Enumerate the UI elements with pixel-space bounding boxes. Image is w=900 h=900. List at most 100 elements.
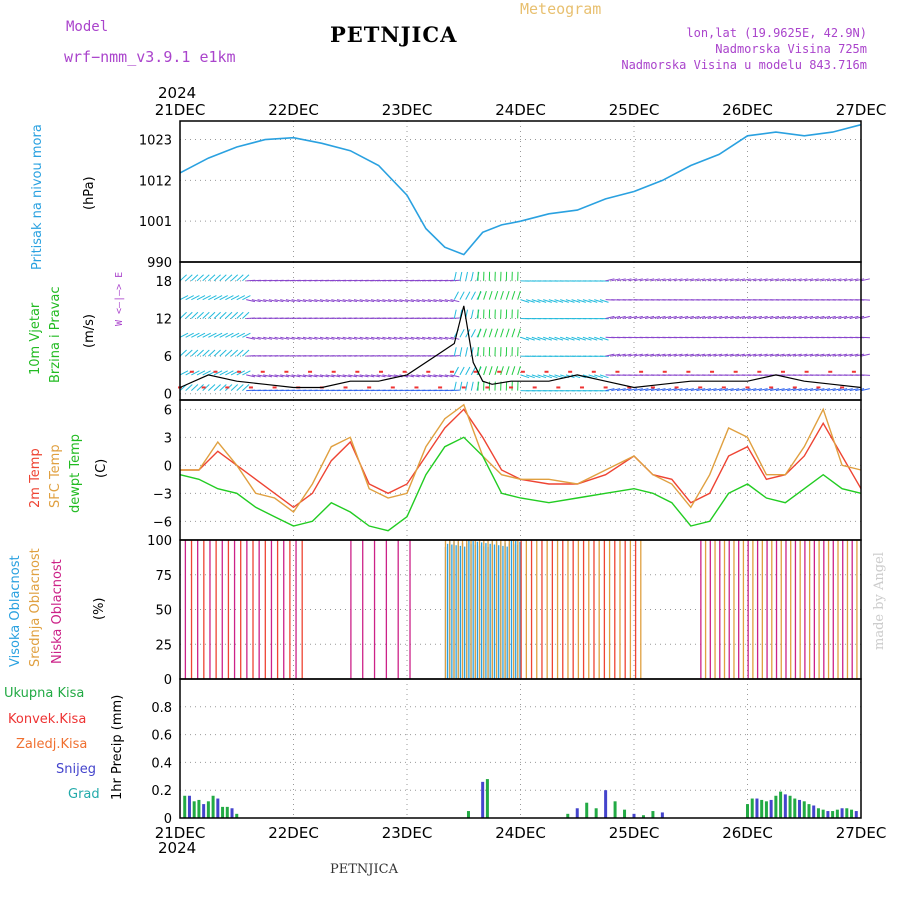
wind-barb bbox=[314, 336, 324, 340]
wind-barb bbox=[758, 388, 768, 392]
wind-barb bbox=[225, 370, 234, 376]
wind-barb bbox=[465, 291, 471, 300]
wind-gust-mark bbox=[733, 370, 738, 373]
wind-barb bbox=[645, 353, 655, 357]
precip-legend-grad: Grad bbox=[68, 787, 100, 802]
wind-gust-mark bbox=[769, 386, 774, 389]
wind-barb bbox=[753, 278, 763, 282]
precip-bar bbox=[816, 808, 820, 818]
wind-barb bbox=[196, 295, 206, 301]
wind-barb bbox=[707, 315, 717, 319]
precip-tick-label: 0.4 bbox=[151, 756, 172, 771]
wind-barb bbox=[179, 370, 189, 376]
cloud-bar bbox=[453, 540, 455, 679]
cloud-bar bbox=[461, 540, 464, 679]
wind-barb bbox=[433, 299, 443, 303]
wind-barb bbox=[832, 315, 842, 319]
precip-bar bbox=[211, 795, 215, 818]
wind-barb bbox=[202, 295, 211, 301]
cloud-bar bbox=[747, 540, 749, 679]
wind-barb bbox=[611, 278, 621, 282]
wind-barb bbox=[422, 374, 432, 378]
pressure-line bbox=[179, 123, 862, 256]
wind-gust-mark bbox=[579, 386, 584, 389]
wind-barb bbox=[838, 278, 848, 282]
wind-barb bbox=[416, 299, 426, 303]
wind-barb bbox=[826, 315, 836, 319]
wind-barb bbox=[594, 299, 603, 303]
precip-tick-label: 0.6 bbox=[151, 729, 172, 744]
precip-bar bbox=[835, 809, 839, 818]
wind-barb bbox=[531, 299, 541, 303]
cloud-bar bbox=[588, 540, 590, 679]
temp2m-line bbox=[180, 408, 862, 509]
wind-barb bbox=[477, 290, 482, 300]
wind-barb bbox=[520, 299, 530, 303]
wind-barb bbox=[605, 388, 615, 392]
pressure-tick-label: 1023 bbox=[139, 134, 172, 149]
cloud-bar bbox=[478, 540, 481, 679]
wind-barb bbox=[308, 299, 318, 303]
wind-barb bbox=[219, 370, 228, 376]
wind-barb bbox=[531, 374, 541, 379]
precip-bar bbox=[202, 804, 206, 818]
precip-bar bbox=[230, 808, 234, 818]
wind-barb bbox=[770, 353, 780, 357]
wind-barb bbox=[571, 299, 581, 303]
wind-gust-mark bbox=[520, 370, 525, 373]
cloud-bar bbox=[397, 540, 399, 679]
wind-barb bbox=[690, 353, 700, 357]
wind-barb bbox=[370, 299, 380, 303]
wind-barb bbox=[543, 336, 552, 341]
wind-gust-mark bbox=[343, 386, 348, 389]
cloud-bar bbox=[289, 540, 291, 679]
wind-barb bbox=[453, 381, 457, 391]
wind-barb bbox=[359, 336, 369, 340]
wind-gust-mark bbox=[402, 370, 407, 373]
wind-barb bbox=[399, 336, 409, 340]
wind-barb bbox=[376, 299, 386, 303]
precip-bar bbox=[197, 799, 201, 818]
wind-barb bbox=[730, 315, 740, 319]
cloud-bar bbox=[459, 545, 462, 679]
wind-barb bbox=[274, 336, 284, 340]
wind-barb bbox=[213, 349, 221, 357]
wind-barb bbox=[764, 388, 774, 392]
wind-barb bbox=[758, 315, 768, 319]
wind-barb bbox=[662, 315, 672, 319]
wind-barb bbox=[775, 353, 785, 357]
wind-barb bbox=[724, 315, 734, 319]
cloud-bar bbox=[530, 540, 533, 679]
wind-barb bbox=[191, 332, 200, 338]
wind-barb bbox=[741, 353, 751, 357]
precip-bar bbox=[183, 795, 187, 818]
wind-barb bbox=[855, 388, 865, 392]
sfc-temp-line bbox=[180, 403, 862, 513]
wind-barb bbox=[365, 299, 375, 303]
wind-barb bbox=[628, 353, 638, 357]
wind-barb bbox=[787, 315, 797, 319]
wind-barb bbox=[719, 353, 729, 357]
wind-barb bbox=[208, 311, 216, 319]
precip-tick-label: 0.2 bbox=[151, 784, 172, 799]
wind-barb bbox=[196, 384, 204, 391]
wind-gust-mark bbox=[639, 370, 644, 373]
precip-bar bbox=[604, 790, 608, 818]
wind-gust-mark bbox=[591, 370, 596, 373]
wind-barb bbox=[543, 374, 552, 379]
wind-barb bbox=[656, 353, 666, 357]
wind-barb bbox=[179, 274, 187, 282]
cloud-bar bbox=[498, 545, 500, 679]
wind-barb bbox=[684, 388, 694, 392]
wind-barb bbox=[465, 381, 468, 391]
wind-barb bbox=[230, 384, 239, 391]
wind-barb bbox=[246, 336, 256, 340]
wind-barb bbox=[517, 366, 521, 376]
wind-barb bbox=[291, 374, 301, 378]
precip-bar bbox=[850, 809, 854, 818]
wind-barb bbox=[453, 271, 457, 281]
wind-barb bbox=[843, 315, 853, 319]
cloud-bar bbox=[246, 540, 248, 679]
wind-barb bbox=[285, 336, 295, 340]
